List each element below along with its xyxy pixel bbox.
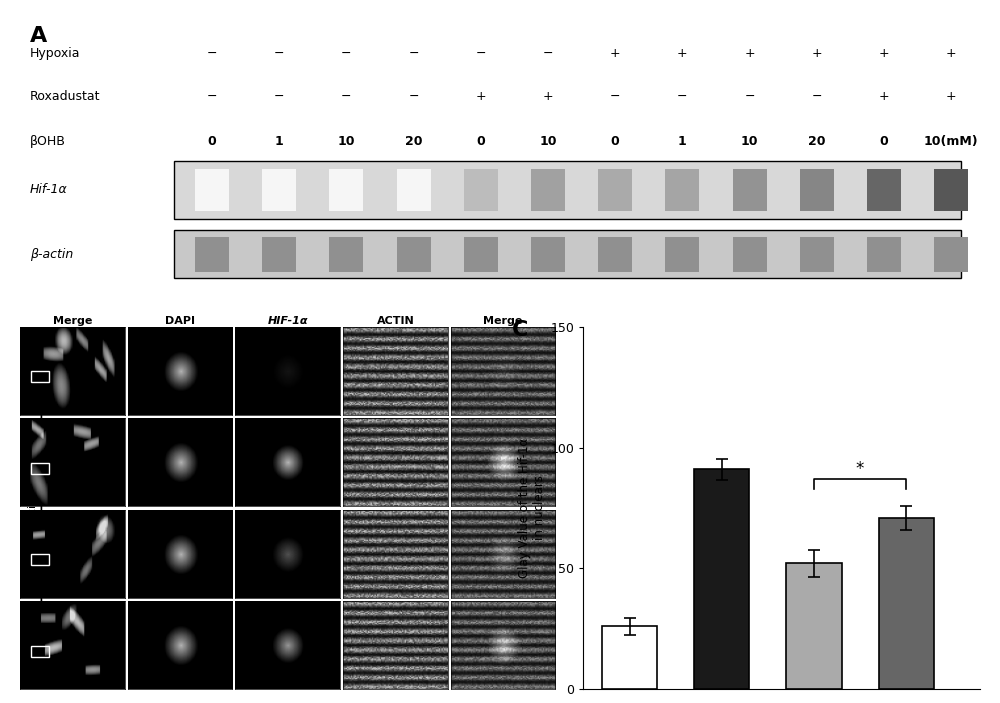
Title: Merge: Merge xyxy=(483,316,523,326)
Text: *: * xyxy=(856,460,864,478)
Bar xyxy=(602,626,657,689)
Text: −: − xyxy=(274,47,284,60)
Bar xyxy=(934,237,968,272)
Bar xyxy=(397,237,431,272)
Text: Hif-1α: Hif-1α xyxy=(30,183,67,197)
Bar xyxy=(531,169,565,211)
Text: +: + xyxy=(946,47,957,60)
Bar xyxy=(464,169,498,211)
Bar xyxy=(174,160,961,219)
Text: 10: 10 xyxy=(338,135,355,148)
Text: −: − xyxy=(610,90,620,103)
Text: 1: 1 xyxy=(275,135,284,148)
Bar xyxy=(31,371,49,382)
Text: −: − xyxy=(408,47,419,60)
Bar xyxy=(598,237,632,272)
Text: +: + xyxy=(946,90,957,103)
Text: +: + xyxy=(543,90,553,103)
Text: C: C xyxy=(512,320,528,340)
Text: −: − xyxy=(543,47,553,60)
Bar xyxy=(195,237,229,272)
Text: +: + xyxy=(879,47,889,60)
Text: −: − xyxy=(744,90,755,103)
Text: 0: 0 xyxy=(476,135,485,148)
Text: +: + xyxy=(879,90,889,103)
Text: +: + xyxy=(475,90,486,103)
Title: ACTIN: ACTIN xyxy=(377,316,414,326)
Text: −: − xyxy=(207,47,217,60)
Text: −: − xyxy=(341,47,352,60)
Bar xyxy=(31,463,49,474)
Bar xyxy=(800,237,834,272)
Text: 10(mM): 10(mM) xyxy=(924,135,979,148)
Text: −: − xyxy=(408,90,419,103)
Text: Hypoxia 12h: Hypoxia 12h xyxy=(28,473,38,543)
Bar xyxy=(397,169,431,211)
Bar xyxy=(262,169,296,211)
Text: β-actin: β-actin xyxy=(30,248,73,261)
Bar xyxy=(665,237,699,272)
Text: −: − xyxy=(207,90,217,103)
Bar xyxy=(195,169,229,211)
Text: Roxadustat: Roxadustat xyxy=(30,90,100,103)
Bar xyxy=(733,237,767,272)
Text: −: − xyxy=(677,90,688,103)
Bar xyxy=(31,645,49,657)
Text: 20: 20 xyxy=(405,135,422,148)
Bar xyxy=(867,237,901,272)
Bar xyxy=(464,237,498,272)
Bar xyxy=(262,237,296,272)
Text: B: B xyxy=(25,330,42,351)
Text: −: − xyxy=(476,47,486,60)
Bar xyxy=(934,169,968,211)
Text: −: − xyxy=(274,90,284,103)
Text: 1: 1 xyxy=(678,135,687,148)
Text: +: + xyxy=(811,47,822,60)
Bar xyxy=(867,169,901,211)
Text: −: − xyxy=(341,90,352,103)
Text: 10: 10 xyxy=(741,135,758,148)
Bar xyxy=(800,169,834,211)
Text: βOHB: βOHB xyxy=(30,135,65,148)
Text: A: A xyxy=(30,27,47,46)
Bar xyxy=(174,230,961,278)
Bar xyxy=(733,169,767,211)
Bar xyxy=(665,169,699,211)
Title: HIF-1α: HIF-1α xyxy=(267,316,308,326)
Title: DAPI: DAPI xyxy=(165,316,195,326)
Bar xyxy=(329,237,363,272)
Text: 10: 10 xyxy=(539,135,557,148)
Text: +: + xyxy=(677,47,688,60)
Text: 0: 0 xyxy=(611,135,620,148)
Text: +: + xyxy=(610,47,621,60)
Bar xyxy=(879,517,934,689)
Text: 0: 0 xyxy=(208,135,216,148)
Bar xyxy=(531,237,565,272)
Text: 20: 20 xyxy=(808,135,826,148)
Bar xyxy=(786,564,842,689)
Bar xyxy=(598,169,632,211)
Bar xyxy=(31,554,49,565)
Bar xyxy=(329,169,363,211)
Text: Hypoxia: Hypoxia xyxy=(30,47,80,60)
Text: 0: 0 xyxy=(880,135,888,148)
Title: Merge: Merge xyxy=(53,316,92,326)
Text: −: − xyxy=(812,90,822,103)
Y-axis label: Glay Value of the Hif-1α
in nuclears: Glay Value of the Hif-1α in nuclears xyxy=(518,438,546,578)
Bar xyxy=(694,470,749,689)
Text: +: + xyxy=(744,47,755,60)
